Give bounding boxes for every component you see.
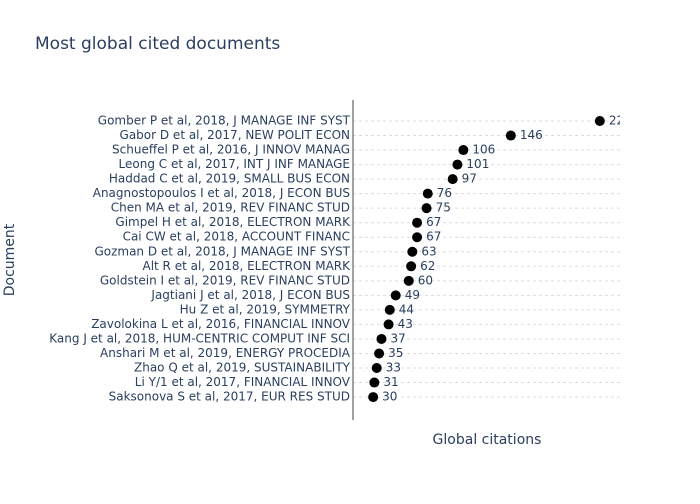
value-label: 37 [390,331,405,345]
dot [369,377,380,388]
y-tick-label: Anshari M et al, 2019, ENERGY PROCEDIA [100,346,351,360]
value-label: 67 [426,215,441,229]
dot [403,275,414,286]
y-tick-label: Anagnostopoulos I et al, 2018, J ECON BU… [93,186,350,200]
dot [452,159,463,170]
dot [505,130,516,141]
dot [406,261,417,272]
value-label: 97 [462,172,477,186]
y-tick-label: Gimpel H et al, 2018, ELECTRON MARK [115,215,351,229]
y-tick-label: Leong C et al, 2017, INT J INF MANAGE [119,157,350,171]
value-label: 76 [437,186,452,200]
value-label: 67 [426,230,441,244]
chart-title: Most global cited documents [35,34,280,54]
y-tick-label: Hu Z et al, 2019, SYMMETRY [180,302,351,316]
value-label: 31 [383,375,398,389]
value-label: 35 [388,346,403,360]
dot [412,232,423,243]
value-label: 44 [399,302,414,316]
y-tick-label: Saksonova S et al, 2017, EUR RES STUD [109,390,350,404]
y-tick-label: Schueffel P et al, 2016, J INNOV MANAG [112,143,350,157]
dot [371,363,382,374]
value-label: 101 [466,157,489,171]
plot-area: 2211461061019776756767636260494443373533… [353,114,632,404]
dot [390,290,401,301]
value-label: 75 [436,201,451,215]
value-label: 30 [382,390,397,404]
y-tick-label: Cai CW et al, 2018, ACCOUNT FINANC [123,230,350,244]
y-tick-label: Gozman D et al, 2018, J MANAGE INF SYST [94,244,350,258]
x-axis-label: Global citations [433,432,542,448]
y-tick-label: Kang J et al, 2018, HUM-CENTRIC COMPUT I… [49,331,350,345]
y-tick-label: Haddad C et al, 2019, SMALL BUS ECON [109,172,350,186]
value-label: 60 [418,273,433,287]
dot [368,392,379,403]
y-tick-label: Alt R et al, 2018, ELECTRON MARK [142,259,351,273]
dot [447,174,458,185]
value-label: 106 [472,143,495,157]
y-tick-label: Zhao Q et al, 2019, SUSTAINABILITY [134,361,351,375]
dot [422,188,433,199]
value-label: 43 [398,317,413,331]
y-tick-label: Goldstein I et al, 2019, REV FINANC STUD [100,273,350,287]
dot [421,203,432,214]
value-label: 221 [609,114,632,128]
value-label: 63 [421,244,436,258]
y-tick-label: Zavolokina L et al, 2016, FINANCIAL INNO… [91,317,351,331]
dot [384,304,395,315]
value-label: 33 [386,361,401,375]
value-label: 146 [520,128,543,142]
dot [458,145,469,156]
dot [376,333,387,344]
dot [594,116,605,126]
y-tick-label: Gomber P et al, 2018, J MANAGE INF SYST [98,114,351,128]
y-tick-label: Jagtiani J et al, 2018, J ECON BUS [150,288,350,302]
value-label: 62 [420,259,435,273]
y-tick-label: Li Y/1 et al, 2017, FINANCIAL INNOV [135,375,351,389]
dot [407,246,418,257]
y-tick-label: Chen MA et al, 2019, REV FINANC STUD [111,201,350,215]
dot [374,348,385,359]
value-label: 49 [405,288,420,302]
y-axis-label: Document [2,223,18,296]
y-tick-label: Gabor D et al, 2017, NEW POLIT ECON [120,128,350,142]
dot [412,217,423,228]
dot [383,319,394,330]
